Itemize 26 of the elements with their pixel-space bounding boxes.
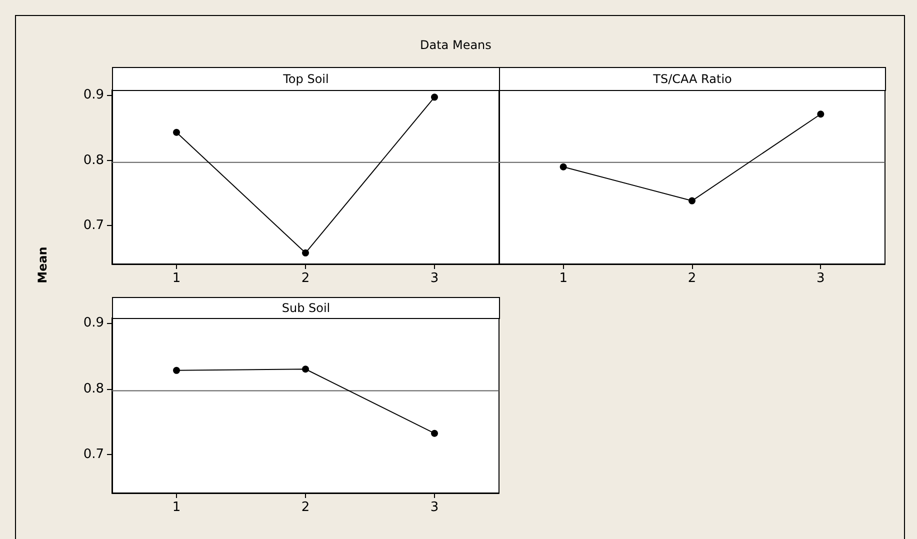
point [173,366,180,374]
point [431,430,438,437]
point [302,249,309,256]
x-tick-label: 1 [172,271,181,286]
x-tick-label: 2 [301,271,310,286]
y-tick-label: 0.7 [83,446,104,462]
chart-title: Top Soil [112,67,500,91]
text: Data Means [420,38,492,52]
x-tick-label: 2 [688,271,696,286]
x-tick-label: 2 [301,500,310,515]
y-tick-label: 0.9 [83,316,104,331]
x-tick-label: 1 [559,271,568,286]
y-tick-label: 0.8 [83,152,104,168]
y-tick-label: 0.8 [83,381,104,396]
y-axis-title: Mean [35,246,50,284]
x-tick-label: 3 [816,271,825,286]
point [431,94,438,101]
chart-title: TS/CAA Ratio [499,67,886,91]
point [302,366,309,373]
chart-title: Sub Soil [112,297,500,319]
x-tick-label: 3 [430,500,439,515]
y-tick-label: 0.7 [83,218,104,234]
x-tick-label: 3 [430,271,439,286]
y-tick-label: 0.9 [83,88,104,103]
point [173,128,180,136]
x-tick-label: 1 [172,500,181,515]
